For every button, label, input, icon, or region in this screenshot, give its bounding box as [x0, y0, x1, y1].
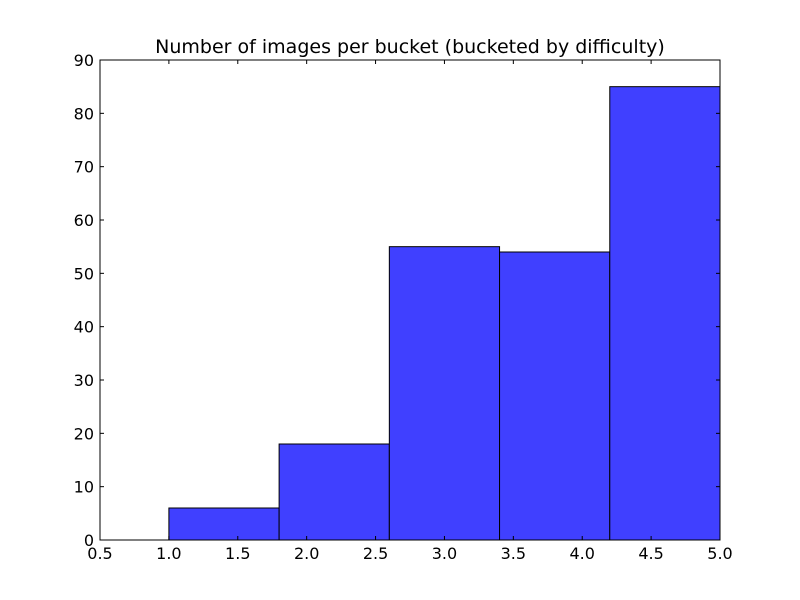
y-tick-label: 40 [74, 318, 94, 337]
histogram-bar [499, 251, 611, 541]
y-tick-label: 30 [74, 371, 94, 390]
x-tick-label: 1.0 [156, 544, 181, 563]
y-tick-label: 0 [84, 531, 94, 550]
y-tick-label: 50 [74, 264, 94, 283]
y-tick-label: 60 [74, 211, 94, 230]
x-tick-label: 4.5 [638, 544, 663, 563]
x-tick-label: 4.0 [569, 544, 594, 563]
tick-labels-group: 0.5 1.0 1.5 2.0 2.5 3.0 3.5 4.0 4.5 5.0 0 10 20 30 40 5… [74, 51, 733, 563]
histogram-bar [388, 246, 501, 541]
y-tick-label: 90 [74, 51, 94, 70]
bars-group [168, 86, 721, 541]
y-tick-label: 10 [74, 478, 94, 497]
histogram-bar [278, 443, 390, 541]
chart-title: Number of images per bucket (bucketed by… [155, 36, 665, 58]
axes-frame [99, 59, 721, 541]
x-tick-label: 2.5 [363, 544, 388, 563]
x-tick-label: 3.0 [432, 544, 457, 563]
x-tick-label: 0.5 [87, 544, 112, 563]
x-tick-label: 1.5 [225, 544, 250, 563]
histogram-bar [609, 86, 721, 541]
y-tick-label: 70 [74, 158, 94, 177]
ticks-group [99, 59, 721, 541]
x-tick-label: 5.0 [707, 544, 732, 563]
x-tick-label: 2.0 [294, 544, 319, 563]
y-tick-label: 80 [74, 104, 94, 123]
x-tick-label: 3.5 [501, 544, 526, 563]
y-tick-label: 20 [74, 424, 94, 443]
histogram-bar [168, 507, 280, 541]
